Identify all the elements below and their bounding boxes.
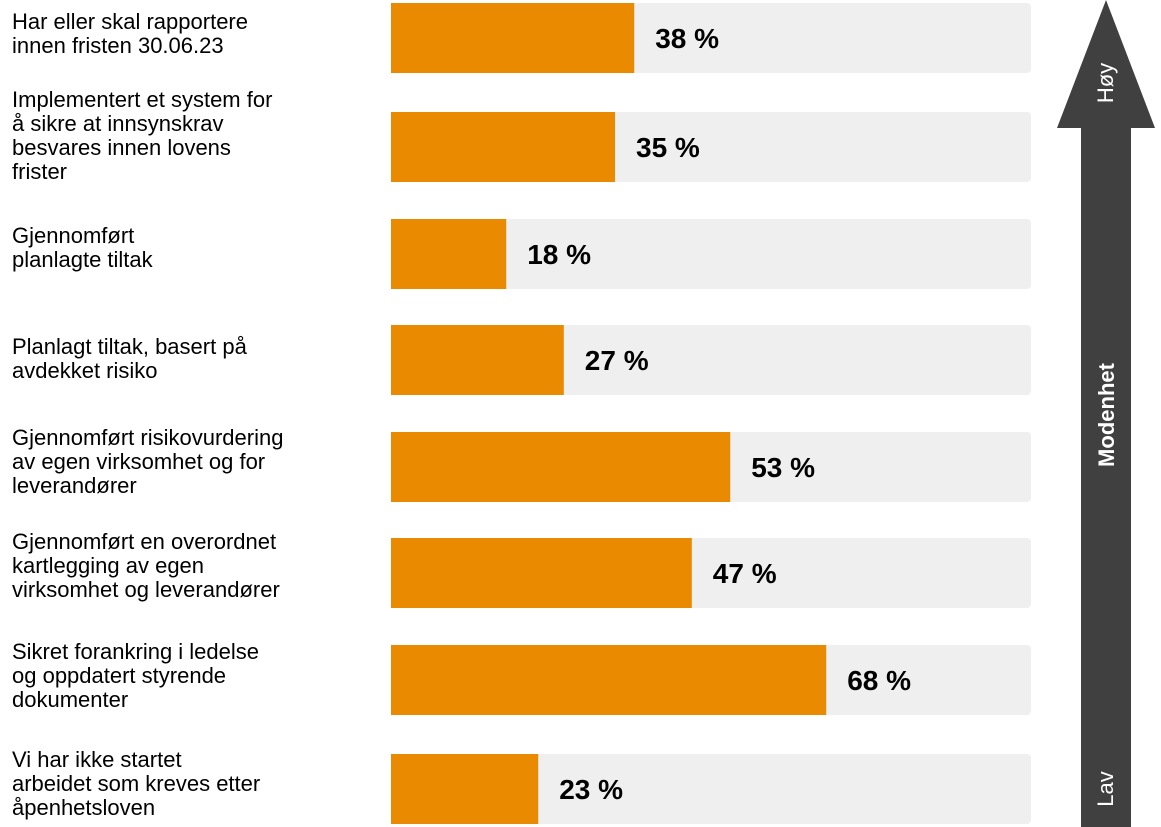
bar: [391, 3, 635, 73]
value-label: 68 %: [847, 665, 911, 696]
arrow-title: Modenhet: [1094, 362, 1119, 467]
value-label: 47 %: [713, 558, 777, 589]
category-label: Sikret forankring i ledelse og oppdatert…: [12, 639, 260, 712]
category-label: Vi har ikke startet arbeidet som kreves …: [12, 747, 261, 820]
category-label: Implementert et system for å sikre at in…: [12, 87, 273, 184]
arrow-high-label: Høy: [1093, 63, 1118, 103]
category-label: Gjennomført en overordnet kartlegging av…: [12, 529, 280, 602]
category-label: Har eller skal rapportere innen fristen …: [12, 9, 248, 58]
value-label: 23 %: [559, 774, 623, 805]
value-label: 27 %: [585, 345, 649, 376]
value-label: 53 %: [751, 452, 815, 483]
value-label: 35 %: [636, 132, 700, 163]
bar-track: [391, 754, 1031, 824]
value-label: 18 %: [527, 239, 591, 270]
value-label: 38 %: [655, 23, 719, 54]
arrow-low-label: Lav: [1093, 771, 1118, 806]
category-label: Gjennomført risikovurdering av egen virk…: [12, 425, 284, 498]
bar-track: [391, 219, 1031, 289]
bar: [391, 325, 564, 395]
category-label: Gjennomført planlagte tiltak: [12, 223, 153, 272]
bar: [391, 754, 539, 824]
bar: [391, 645, 827, 715]
bar: [391, 538, 692, 608]
bar: [391, 112, 615, 182]
maturity-arrow: [1057, 0, 1155, 827]
category-label: Planlagt tiltak, basert på avdekket risi…: [12, 334, 247, 383]
bar: [391, 432, 731, 502]
bar: [391, 219, 507, 289]
